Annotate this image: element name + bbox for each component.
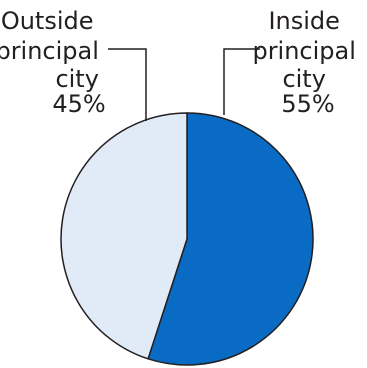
slice-label-outside-line3: city (55, 65, 98, 93)
slice-label-inside-line1: Inside (268, 7, 339, 35)
slice-label-inside-line3: city (282, 65, 325, 93)
leader-lines (108, 48, 260, 121)
slice-label-outside-line1: Outside (1, 7, 94, 35)
slice-value-outside: 45% (52, 90, 105, 118)
slice-value-inside: 55% (281, 90, 334, 118)
slice-label-outside-line2: principal (0, 37, 99, 65)
pie-slice-outside (60, 112, 188, 360)
leader-line-inside (223, 48, 260, 115)
leader-line-outside (108, 48, 147, 121)
slice-label-inside-line2: principal (252, 37, 355, 65)
slice-label-outside: Outside principal city 45% (0, 7, 107, 118)
pie-slice-inside (147, 112, 314, 366)
pie-slices (60, 112, 314, 366)
slice-label-inside: Inside principal city 55% (252, 7, 363, 118)
